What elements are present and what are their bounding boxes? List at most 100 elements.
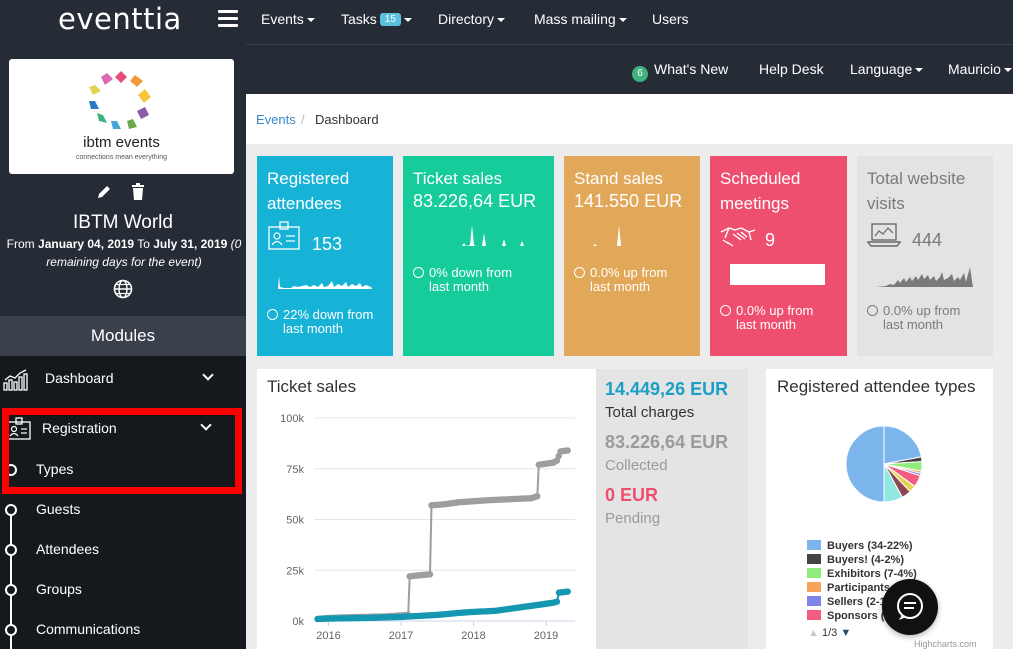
y-tick-label: 0k — [292, 616, 304, 628]
card-footer-line2: last month — [429, 279, 489, 294]
from-label: From — [6, 237, 35, 251]
x-tick-label: 2017 — [389, 630, 413, 642]
arrow-up-circle-icon — [720, 305, 731, 316]
submodule-attendees[interactable]: Attendees — [0, 530, 246, 570]
card-footer-line1: 0% down from — [429, 265, 513, 280]
nav-users[interactable]: Users — [652, 11, 689, 27]
stand-sales-sparkline — [583, 225, 679, 246]
legend-item[interactable]: Sellers (2-1%) — [807, 596, 899, 608]
modules-list: Dashboard Registration Types Guests — [0, 356, 246, 649]
card-footer-line2: last month — [736, 317, 796, 332]
card-total-website-visits[interactable]: Total website visits 444 0.0% up from last… — [857, 156, 993, 356]
breadcrumb-events-link[interactable]: Events — [256, 112, 296, 127]
module-registration[interactable]: Registration — [0, 409, 246, 449]
series-point — [564, 588, 571, 595]
legend-swatch — [807, 596, 821, 606]
legend-swatch — [807, 540, 821, 550]
pending-label: Pending — [605, 510, 661, 527]
total-charges-value: 14.449,26 EUR — [605, 379, 729, 399]
user-menu[interactable]: Mauricio — [948, 61, 1012, 77]
module-dashboard-label: Dashboard — [45, 370, 114, 386]
pager-next-icon[interactable]: ▼ — [840, 627, 852, 639]
y-tick-label: 75k — [286, 464, 304, 476]
attendee-types-pie-chart — [845, 425, 923, 503]
card-title-line1: Total website — [867, 169, 966, 188]
event-dates: From January 04, 2019 To July 31, 2019 (… — [4, 235, 244, 271]
card-scheduled-meetings[interactable]: Scheduled meetings 9 0.0% up from last mon… — [710, 156, 847, 356]
help-desk-link[interactable]: Help Desk — [759, 61, 824, 77]
laptop-icon — [867, 223, 901, 247]
eventtia-logo[interactable]: eventtia — [58, 2, 182, 36]
card-title-line1: Scheduled — [720, 169, 801, 188]
pager-prev-icon[interactable]: ▲ — [808, 627, 819, 639]
chevron-down-icon — [202, 369, 214, 381]
hamburger-menu-icon[interactable] — [218, 10, 238, 28]
legend-label: Sponsors (...) — [827, 610, 898, 622]
whats-new-link[interactable]: 6 What's New — [632, 61, 728, 82]
submodule-attendees-label: Attendees — [36, 541, 100, 557]
whats-new-label: What's New — [654, 61, 729, 77]
legend-item[interactable]: Buyers (34-22%) — [807, 540, 913, 552]
submodule-guests[interactable]: Guests — [0, 490, 246, 530]
y-tick-label: 50k — [286, 515, 304, 527]
start-date: January 04, 2019 — [38, 237, 135, 251]
language-dropdown[interactable]: Language — [850, 61, 923, 77]
remaining-days: (0 remaining days for the event) — [46, 237, 242, 269]
nav-directory[interactable]: Directory — [438, 11, 505, 27]
card-ticket-sales[interactable]: Ticket sales 83.226,64 EUR 0% down from l… — [403, 156, 554, 356]
legend-item[interactable]: Sponsors (...) — [807, 610, 897, 622]
event-logo: ibtm events connections mean everything — [9, 59, 234, 174]
trash-icon[interactable] — [130, 183, 146, 201]
chat-button[interactable] — [882, 579, 938, 635]
card-value: 9 — [765, 230, 776, 250]
tree-node-icon — [5, 584, 17, 596]
highcharts-credits[interactable]: Highcharts.com — [914, 639, 977, 649]
pencil-icon[interactable] — [95, 183, 113, 201]
card-registered-attendees[interactable]: Registered attendees 153 22% down from las… — [257, 156, 393, 356]
submodule-groups[interactable]: Groups — [0, 570, 246, 610]
tree-node-icon — [5, 464, 17, 476]
card-title: Ticket sales — [413, 169, 503, 188]
card-title-line2: attendees — [267, 194, 342, 213]
card-title-line1: Registered — [267, 169, 350, 188]
attendee-types-panel: Registered attendee types Buyers (34-22%… — [766, 369, 993, 649]
y-tick-label: 100k — [280, 413, 304, 425]
legend-item[interactable]: Exhibitors (7-4%) — [807, 568, 917, 580]
chat-bubble-icon — [897, 593, 923, 620]
card-footer-line1: 0.0% up from — [736, 303, 814, 318]
tasks-count-badge: 15 — [379, 13, 401, 26]
tree-node-icon — [5, 624, 17, 636]
ticket-sales-line-chart: 0k 25k 50k 75k 100k 2016 2017 2018 2019 — [280, 413, 575, 642]
pie-slice — [883, 425, 922, 465]
whats-new-count-badge: 6 — [632, 66, 648, 82]
submodule-guests-label: Guests — [36, 501, 81, 517]
nav-tasks[interactable]: Tasks 15 — [341, 11, 412, 27]
nav-events[interactable]: Events — [261, 11, 315, 27]
nav-mass-mailing[interactable]: Mass mailing — [534, 11, 627, 27]
secondary-navbar: 6 What's New Help Desk Language Mauricio — [246, 44, 1013, 94]
card-value: 141.550 EUR — [574, 191, 683, 211]
card-footer-line2: last month — [283, 321, 343, 336]
chart-title: Ticket sales — [267, 377, 357, 396]
card-footer-line1: 0.0% up from — [883, 303, 961, 318]
submodule-communications[interactable]: Communications — [0, 610, 246, 649]
breadcrumb: Events / Dashboard — [246, 94, 1013, 144]
chevron-down-icon — [401, 11, 412, 27]
card-stand-sales[interactable]: Stand sales 141.550 EUR 0.0% up from last… — [564, 156, 700, 356]
submodule-groups-label: Groups — [36, 581, 82, 597]
pie-chart-title: Registered attendee types — [777, 377, 976, 396]
tree-line — [10, 506, 12, 649]
legend-swatch — [807, 568, 821, 578]
submodule-communications-label: Communications — [36, 621, 141, 637]
module-dashboard[interactable]: Dashboard — [0, 359, 246, 399]
submodule-types[interactable]: Types — [0, 450, 246, 490]
arrow-down-circle-icon — [413, 267, 424, 278]
globe-icon[interactable] — [113, 279, 133, 299]
breadcrumb-current: Dashboard — [315, 112, 379, 127]
legend-label: Buyers! (4-2%) — [827, 554, 905, 566]
arrow-down-circle-icon — [267, 309, 278, 320]
card-title: Stand sales — [574, 169, 663, 188]
legend-item[interactable]: Buyers! (4-2%) — [807, 554, 904, 566]
attendee-badge-icon — [268, 221, 300, 250]
series-point — [553, 598, 561, 605]
